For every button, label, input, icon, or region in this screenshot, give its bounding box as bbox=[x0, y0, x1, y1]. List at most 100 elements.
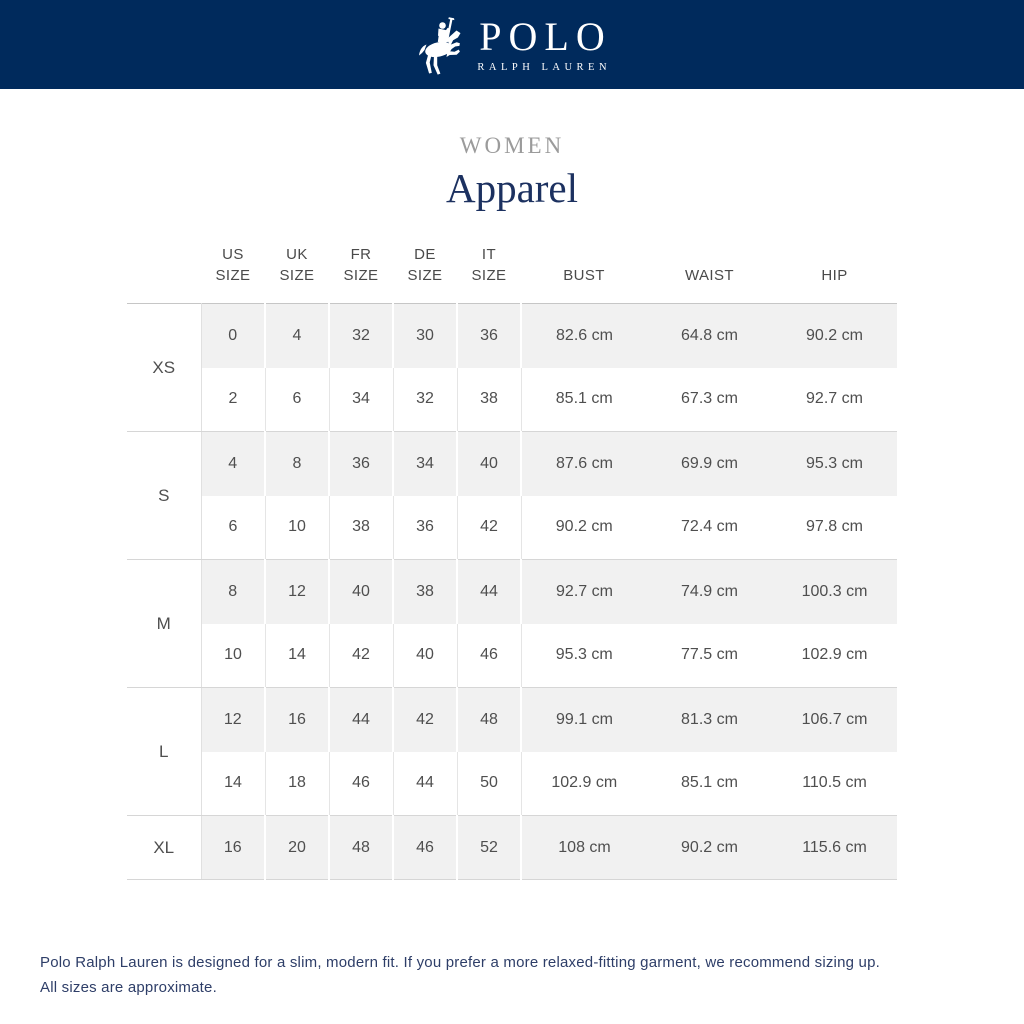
size-cell: 95.3 cm bbox=[521, 623, 647, 689]
size-cell: 99.1 cm bbox=[521, 687, 647, 752]
category-title: WOMEN bbox=[459, 133, 565, 158]
size-row-s-1: S 4 8 36 34 40 87.6 cm 69.9 cm 95.3 cm bbox=[127, 431, 897, 561]
size-cell: 48 bbox=[457, 687, 522, 752]
size-cell: 40 bbox=[393, 623, 458, 689]
size-cell: 4 bbox=[265, 303, 330, 368]
size-cell: 52 bbox=[457, 815, 522, 881]
size-cell: 90.2 cm bbox=[647, 815, 772, 881]
size-row-xs-2: 2 6 34 32 38 85.1 cm 67.3 cm 92.7 cm bbox=[127, 367, 897, 433]
size-cell: 36 bbox=[393, 495, 458, 561]
size-cell: 8 bbox=[265, 431, 330, 496]
brand-header: POLO RALPH LAUREN bbox=[0, 0, 1024, 89]
fit-note-line1: Polo Ralph Lauren is designed for a slim… bbox=[40, 954, 880, 971]
size-cell: 12 bbox=[265, 559, 330, 624]
size-row-l-2: 14 18 46 44 50 102.9 cm 85.1 cm 110.5 cm bbox=[127, 751, 897, 817]
size-cell: 92.7 cm bbox=[521, 559, 647, 624]
size-cell: 92.7 cm bbox=[772, 367, 897, 433]
corner-cell bbox=[127, 244, 201, 304]
size-cell: 110.5 cm bbox=[772, 751, 897, 817]
size-cell: 108 cm bbox=[521, 815, 647, 881]
column-header-it-size: IT SIZE bbox=[471, 246, 507, 285]
column-header-us-size: US SIZE bbox=[215, 246, 251, 285]
brand-name: POLO bbox=[479, 13, 612, 59]
brand-logo-text: POLO RALPH LAUREN bbox=[477, 16, 606, 73]
fit-note: Polo Ralph Lauren is designed for a slim… bbox=[40, 951, 880, 1001]
size-cell: 44 bbox=[457, 559, 522, 624]
fit-note-line2: All sizes are approximate. bbox=[40, 978, 217, 996]
brand-logo: POLO RALPH LAUREN bbox=[417, 14, 607, 76]
size-cell: 18 bbox=[265, 751, 330, 817]
size-cell: 38 bbox=[329, 495, 394, 561]
size-chart-table: US SIZE UK SIZE FR SIZE DE SIZE IT SIZE BUST W… bbox=[127, 244, 897, 881]
size-cell: 38 bbox=[457, 367, 522, 433]
size-cell: 74.9 cm bbox=[647, 559, 772, 624]
size-cell: 32 bbox=[329, 303, 394, 368]
size-row-m-2: 10 14 42 40 46 95.3 cm 77.5 cm 102.9 cm bbox=[127, 623, 897, 689]
size-cell: 38 bbox=[393, 559, 458, 624]
polo-player-icon bbox=[419, 16, 461, 75]
size-cell: 20 bbox=[265, 815, 330, 881]
size-cell: 77.5 cm bbox=[647, 623, 772, 689]
size-cell: 36 bbox=[457, 303, 522, 368]
row-group-label-xs: XS bbox=[127, 303, 202, 433]
size-cell: 90.2 cm bbox=[772, 303, 897, 368]
size-cell: 87.6 cm bbox=[521, 431, 647, 496]
size-cell: 8 bbox=[201, 559, 266, 624]
column-header-uk-size: UK SIZE bbox=[279, 246, 315, 285]
size-cell: 42 bbox=[329, 623, 394, 689]
size-cell: 102.9 cm bbox=[772, 623, 897, 689]
page-title: Apparel bbox=[445, 165, 579, 211]
size-cell: 16 bbox=[201, 815, 266, 881]
size-cell: 4 bbox=[201, 431, 266, 496]
size-cell: 36 bbox=[329, 431, 394, 496]
size-cell: 97.8 cm bbox=[772, 495, 897, 561]
size-cell: 34 bbox=[393, 431, 458, 496]
size-cell: 12 bbox=[201, 687, 266, 752]
row-group-label-s: S bbox=[127, 431, 202, 561]
size-cell: 42 bbox=[393, 687, 458, 752]
size-cell: 90.2 cm bbox=[521, 495, 647, 561]
size-cell: 46 bbox=[457, 623, 522, 689]
size-cell: 44 bbox=[329, 687, 394, 752]
size-cell: 32 bbox=[393, 367, 458, 433]
column-header-fr-size: FR SIZE bbox=[343, 246, 379, 285]
size-cell: 95.3 cm bbox=[772, 431, 897, 496]
size-cell: 106.7 cm bbox=[772, 687, 897, 752]
size-cell: 44 bbox=[393, 751, 458, 817]
column-header-row: US SIZE UK SIZE FR SIZE DE SIZE IT SIZE BUST W… bbox=[127, 244, 897, 304]
size-cell: 81.3 cm bbox=[647, 687, 772, 752]
size-cell: 42 bbox=[457, 495, 522, 561]
size-cell: 85.1 cm bbox=[647, 751, 772, 817]
size-row-m-1: M 8 12 40 38 44 92.7 cm 74.9 cm 100.3 cm bbox=[127, 559, 897, 689]
size-cell: 6 bbox=[265, 367, 330, 433]
brand-subname: RALPH LAUREN bbox=[477, 61, 612, 73]
size-cell: 6 bbox=[201, 495, 266, 561]
column-header-bust: BUST bbox=[563, 267, 605, 285]
size-cell: 46 bbox=[393, 815, 458, 881]
size-cell: 40 bbox=[329, 559, 394, 624]
size-cell: 10 bbox=[201, 623, 266, 689]
size-cell: 34 bbox=[329, 367, 394, 433]
size-cell: 64.8 cm bbox=[647, 303, 772, 368]
size-cell: 67.3 cm bbox=[647, 367, 772, 433]
row-group-label-xl: XL bbox=[127, 815, 202, 881]
size-cell: 0 bbox=[201, 303, 266, 368]
size-cell: 10 bbox=[265, 495, 330, 561]
size-cell: 85.1 cm bbox=[521, 367, 647, 433]
column-header-waist: WAIST bbox=[685, 267, 734, 285]
size-cell: 14 bbox=[265, 623, 330, 689]
column-header-de-size: DE SIZE bbox=[407, 246, 443, 285]
size-cell: 30 bbox=[393, 303, 458, 368]
size-cell: 16 bbox=[265, 687, 330, 752]
size-cell: 14 bbox=[201, 751, 266, 817]
size-cell: 102.9 cm bbox=[521, 751, 647, 817]
size-row-xl-1: XL 16 20 48 46 52 108 cm 90.2 cm 115.6 cm bbox=[127, 815, 897, 881]
row-group-label-m: M bbox=[127, 559, 202, 689]
size-row-s-2: 6 10 38 36 42 90.2 cm 72.4 cm 97.8 cm bbox=[127, 495, 897, 561]
size-cell: 40 bbox=[457, 431, 522, 496]
column-header-hip: HIP bbox=[821, 267, 848, 285]
size-cell: 100.3 cm bbox=[772, 559, 897, 624]
size-row-xs-1: XS 0 4 32 30 36 82.6 cm 64.8 cm 90.2 cm bbox=[127, 303, 897, 433]
size-cell: 82.6 cm bbox=[521, 303, 647, 368]
size-cell: 48 bbox=[329, 815, 394, 881]
